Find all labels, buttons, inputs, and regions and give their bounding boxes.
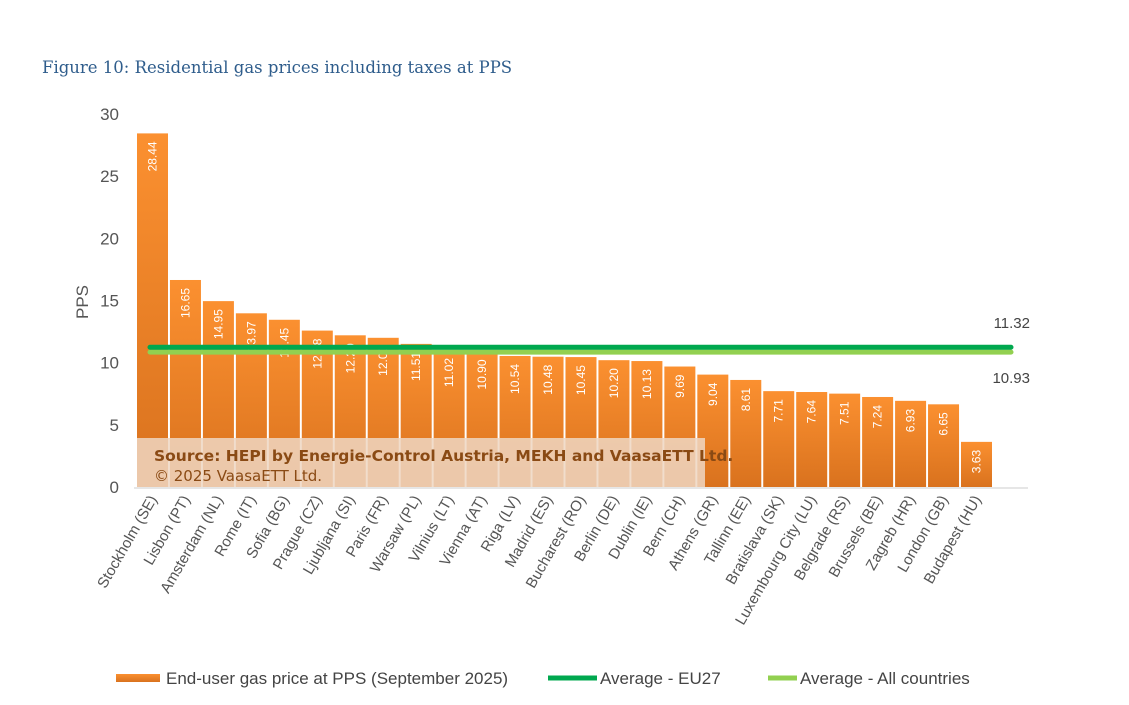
- bar: [137, 133, 168, 487]
- copyright-text: © 2025 VaasaETT Ltd.: [154, 467, 322, 485]
- bar-value-label: 10.45: [574, 365, 588, 395]
- bar-value-label: 14.95: [211, 309, 225, 339]
- bar-value-label: 16.65: [178, 288, 192, 318]
- bar-value-label: 6.93: [904, 409, 918, 433]
- average-eu27-label: 11.32: [994, 315, 1030, 332]
- y-tick-label: 25: [100, 167, 119, 186]
- y-tick-label: 30: [100, 105, 119, 124]
- bar: [796, 392, 828, 487]
- bar-value-label: 10.90: [475, 359, 489, 389]
- legend-label-eu27: Average - EU27: [600, 669, 721, 688]
- bar: [928, 404, 960, 487]
- source-box: [137, 438, 705, 487]
- bar-value-label: 7.71: [772, 399, 786, 423]
- bar-value-label: 10.13: [640, 369, 654, 399]
- bar-value-label: 8.61: [739, 388, 753, 412]
- bar-value-label: 9.04: [706, 382, 720, 406]
- bar: [895, 400, 927, 487]
- bar-value-label: 6.65: [937, 412, 951, 436]
- bar-value-label: 11.02: [442, 358, 456, 387]
- y-tick-label: 10: [100, 354, 119, 373]
- y-tick-label: 15: [100, 292, 119, 311]
- bar-value-label: 10.54: [508, 364, 522, 394]
- bar: [730, 379, 762, 487]
- bar: [862, 396, 894, 487]
- legend-swatch-bar: [116, 674, 160, 682]
- bar-value-label: 7.51: [838, 401, 852, 425]
- source-text: Source: HEPI by Energie-Control Austria,…: [154, 447, 733, 465]
- legend-label-all: Average - All countries: [800, 669, 970, 688]
- bar-value-label: 10.20: [607, 368, 621, 398]
- bar-value-label: 13.97: [244, 321, 258, 351]
- chart-title: Figure 10: Residential gas prices includ…: [42, 58, 513, 77]
- bar-value-label: 10.48: [541, 364, 555, 394]
- bar-value-label: 28.44: [146, 141, 160, 171]
- average-all-label: 10.93: [992, 370, 1030, 387]
- y-tick-label: 20: [100, 229, 119, 248]
- bar-value-label: 11.51: [409, 352, 423, 381]
- bar: [829, 393, 861, 487]
- legend-label-bar: End-user gas price at PPS (September 202…: [166, 669, 508, 688]
- y-tick-label: 0: [110, 478, 119, 497]
- y-tick-label: 5: [110, 416, 119, 435]
- bar: [961, 441, 992, 487]
- y-axis-label: PPS: [73, 285, 92, 319]
- bar: [763, 391, 795, 487]
- bar-value-label: 9.69: [673, 374, 687, 398]
- bar-value-label: 7.24: [871, 405, 885, 429]
- bar-value-label: 7.64: [805, 400, 819, 424]
- bar-value-label: 3.63: [970, 450, 984, 474]
